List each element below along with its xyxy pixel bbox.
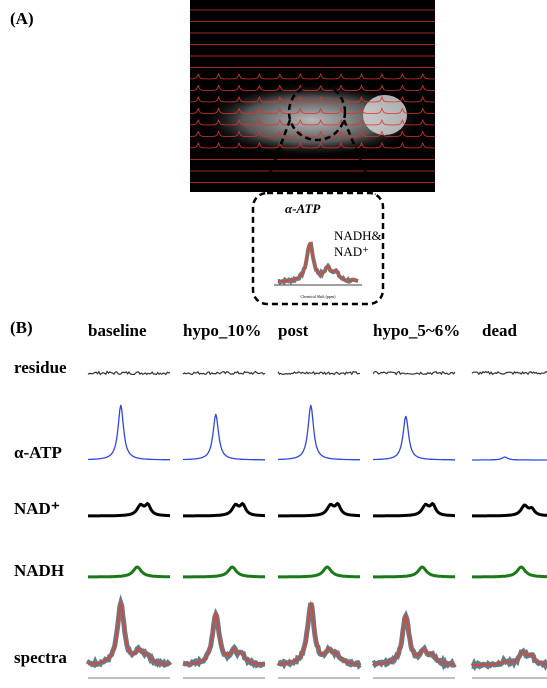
atp-trace: [87, 404, 171, 461]
spectrum-fit: [277, 600, 360, 665]
nadh-trace: [278, 565, 360, 579]
spectrum-fit: [87, 600, 170, 665]
spectrum-noise: [85, 594, 173, 669]
voxel-spectra: [190, 84, 436, 91]
inset-spectrum: [277, 241, 359, 287]
nadh-trace: [472, 565, 547, 579]
row-label: α-ATP: [14, 443, 62, 462]
nadh-trace: [373, 565, 455, 579]
nad-trace: [373, 501, 455, 518]
spectral-grid: [190, 9, 436, 183]
spectrum-fit: [183, 610, 266, 666]
row-label: NADH: [14, 561, 64, 580]
roi-circle: [287, 82, 347, 142]
spectrum-fit: [278, 241, 359, 283]
residue-trace: [182, 370, 266, 376]
spectrum-noise: [276, 602, 362, 670]
column-header: dead: [482, 321, 518, 340]
inset-peak-label: α-ATP: [285, 201, 321, 216]
column-header: hypo_10%: [183, 321, 261, 340]
panel-label: (A): [10, 9, 34, 28]
residue-trace: [277, 370, 361, 376]
row-label: NAD⁺: [14, 499, 60, 518]
voxel-spectra: [190, 118, 436, 126]
spectrum-fit: [373, 613, 455, 666]
inset-axis-label: Chemical Shift (ppm): [301, 294, 337, 299]
row-label: spectra: [14, 648, 67, 667]
nadh-trace: [183, 565, 265, 579]
residue-trace: [372, 370, 456, 376]
voxel-spectra: [190, 95, 436, 103]
residue-trace: [87, 370, 171, 376]
spectrum-noise: [182, 608, 265, 669]
inset-label: NAD⁺: [334, 244, 369, 259]
voxel-spectra: [190, 141, 436, 149]
row-label: residue: [14, 358, 67, 377]
residue-trace: [471, 370, 547, 376]
nad-trace: [472, 503, 547, 518]
spectrum-noise: [371, 609, 457, 671]
column-header: hypo_5~6%: [373, 321, 460, 340]
voxel-spectra: [190, 107, 436, 114]
atp-trace: [372, 415, 455, 461]
nadh-trace: [88, 565, 170, 579]
atp-trace: [183, 413, 265, 461]
inset-label: NADH&: [334, 228, 382, 243]
connector: [260, 119, 292, 196]
spectrum-fit: [472, 650, 547, 666]
nad-trace: [278, 501, 360, 518]
voxel-spectra: [190, 130, 436, 137]
nad-trace: [88, 501, 170, 518]
voxel-spectra: [190, 72, 436, 80]
atp-trace: [277, 404, 361, 461]
atp-trace: [472, 456, 547, 461]
panel-label: (B): [10, 318, 33, 337]
column-header: baseline: [88, 321, 147, 340]
column-header: post: [278, 321, 309, 340]
connector: [342, 119, 377, 196]
nad-trace: [183, 501, 265, 518]
inset-box: [251, 191, 385, 306]
spectra-grid: baseline hypo_10% post hypo_5~6% dead residue…: [14, 321, 547, 679]
